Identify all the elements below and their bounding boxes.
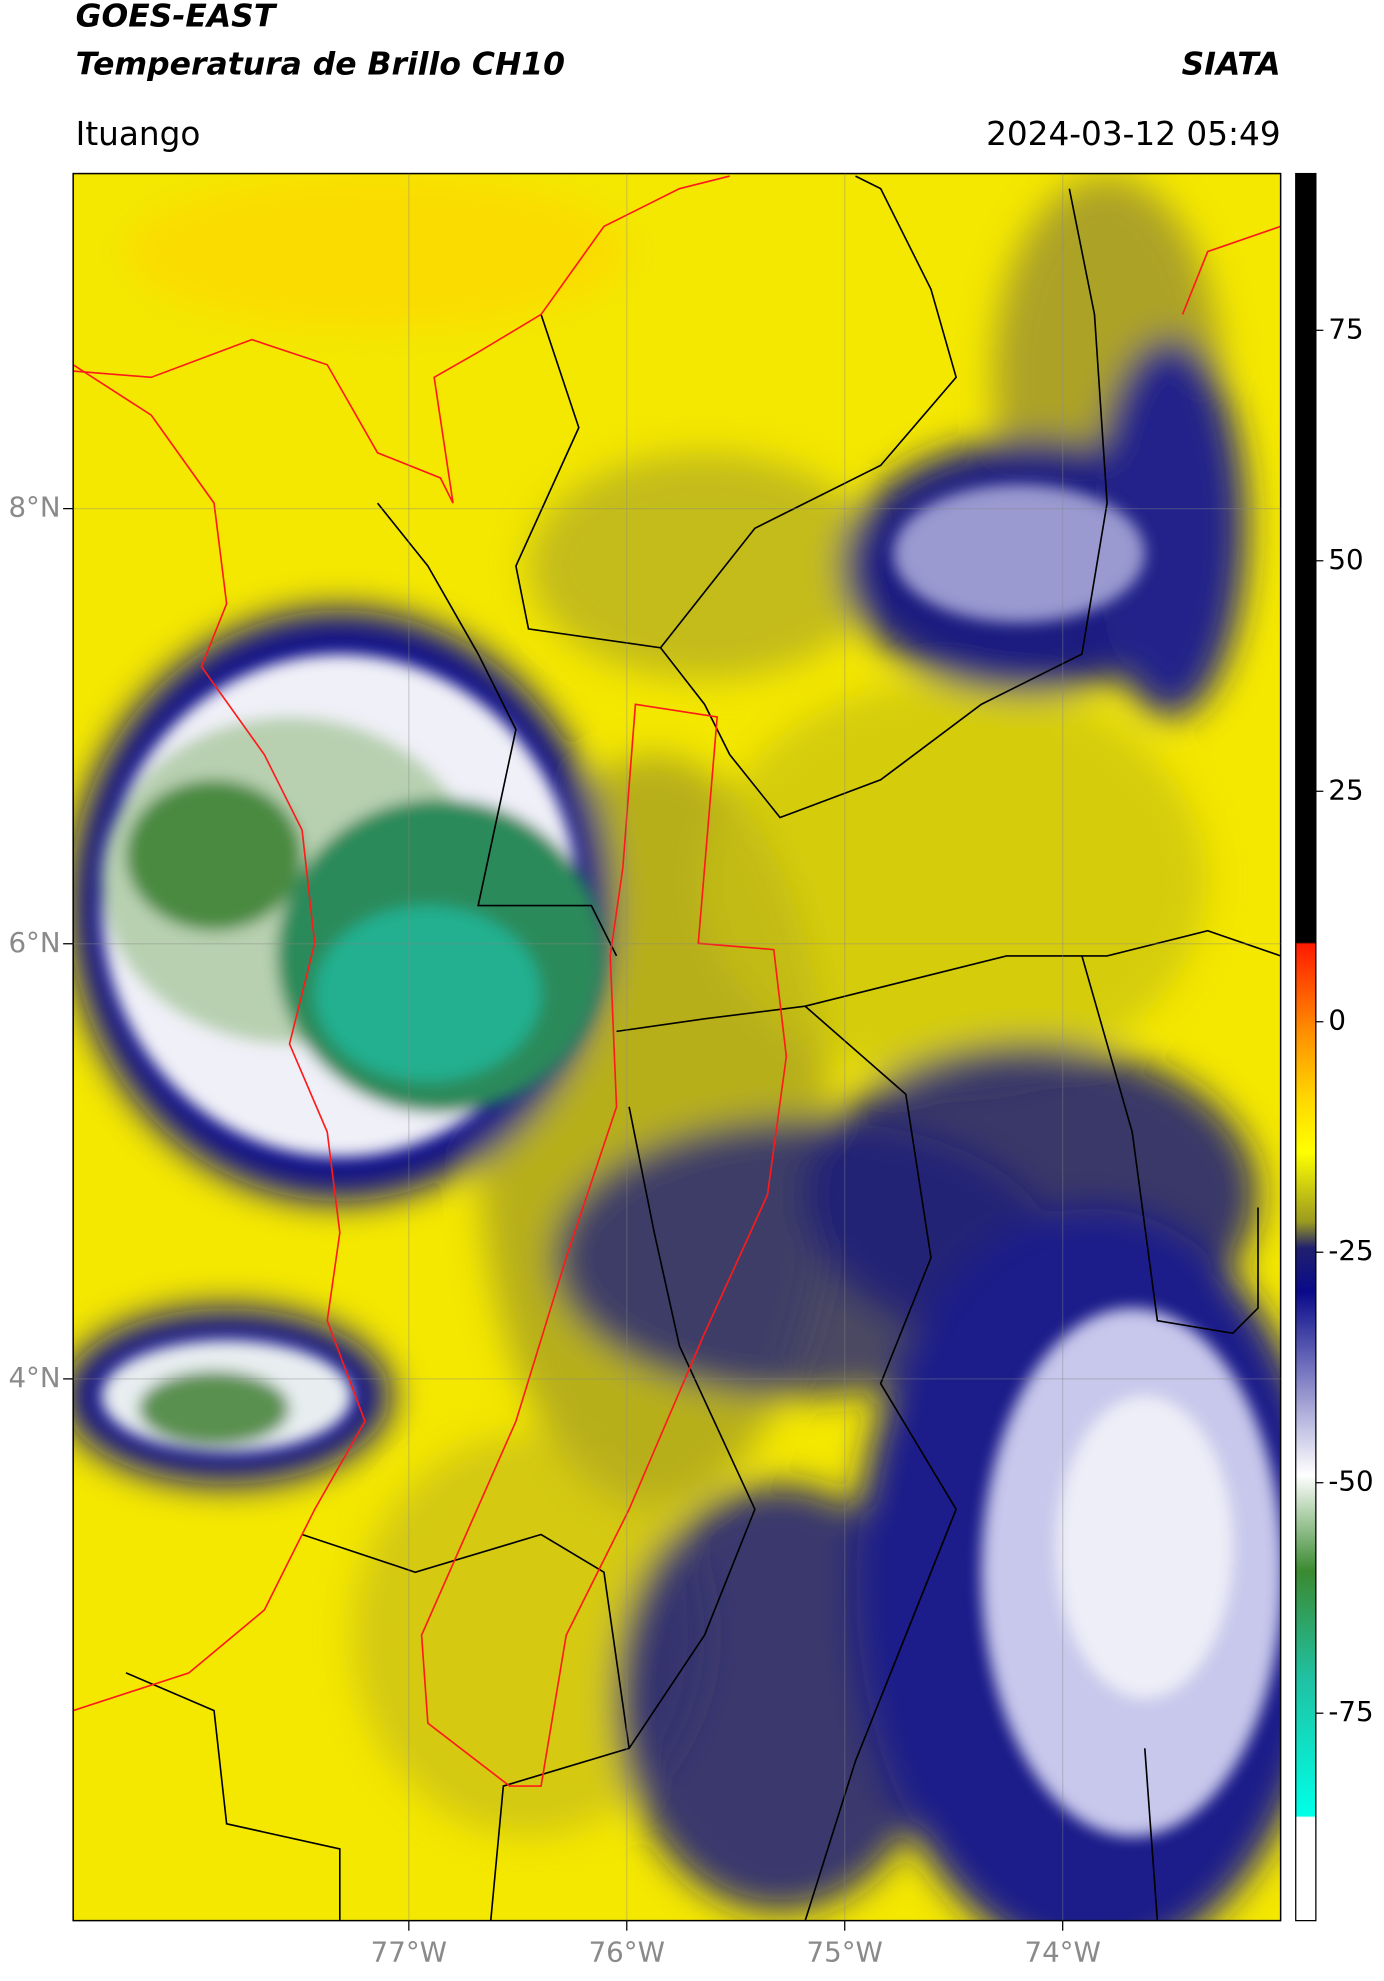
brand: SIATA xyxy=(1182,46,1281,82)
y-tick-label: 4°N xyxy=(8,1361,60,1394)
satellite-field xyxy=(73,173,1281,1921)
x-tick-label: 77°W xyxy=(371,1935,447,1968)
map-frame xyxy=(72,172,1282,1922)
y-tick-label: 6°N xyxy=(8,926,60,959)
colorbar-tick-label: 50 xyxy=(1328,543,1363,576)
colorbar-tick-label: -50 xyxy=(1328,1465,1373,1498)
y-tick-label: 8°N xyxy=(8,491,60,524)
colorbar-tick-label: 0 xyxy=(1328,1004,1346,1037)
x-tick-label: 76°W xyxy=(589,1935,665,1968)
colorbar xyxy=(1295,172,1317,1922)
colorbar-tick-label: -25 xyxy=(1328,1234,1373,1267)
colorbar-tick-label: -75 xyxy=(1328,1695,1373,1728)
colorbar-tick-label: 25 xyxy=(1328,773,1363,806)
location: Ituango xyxy=(76,115,201,153)
colorbar-tick-label: 75 xyxy=(1328,312,1363,345)
x-tick-label: 74°W xyxy=(1024,1935,1100,1968)
x-tick-label: 75°W xyxy=(807,1935,883,1968)
datetime: 2024-03-12 05:49 xyxy=(986,115,1281,153)
product-title: Temperatura de Brillo CH10 xyxy=(76,46,565,82)
satellite-title: GOES-EAST xyxy=(76,0,278,35)
